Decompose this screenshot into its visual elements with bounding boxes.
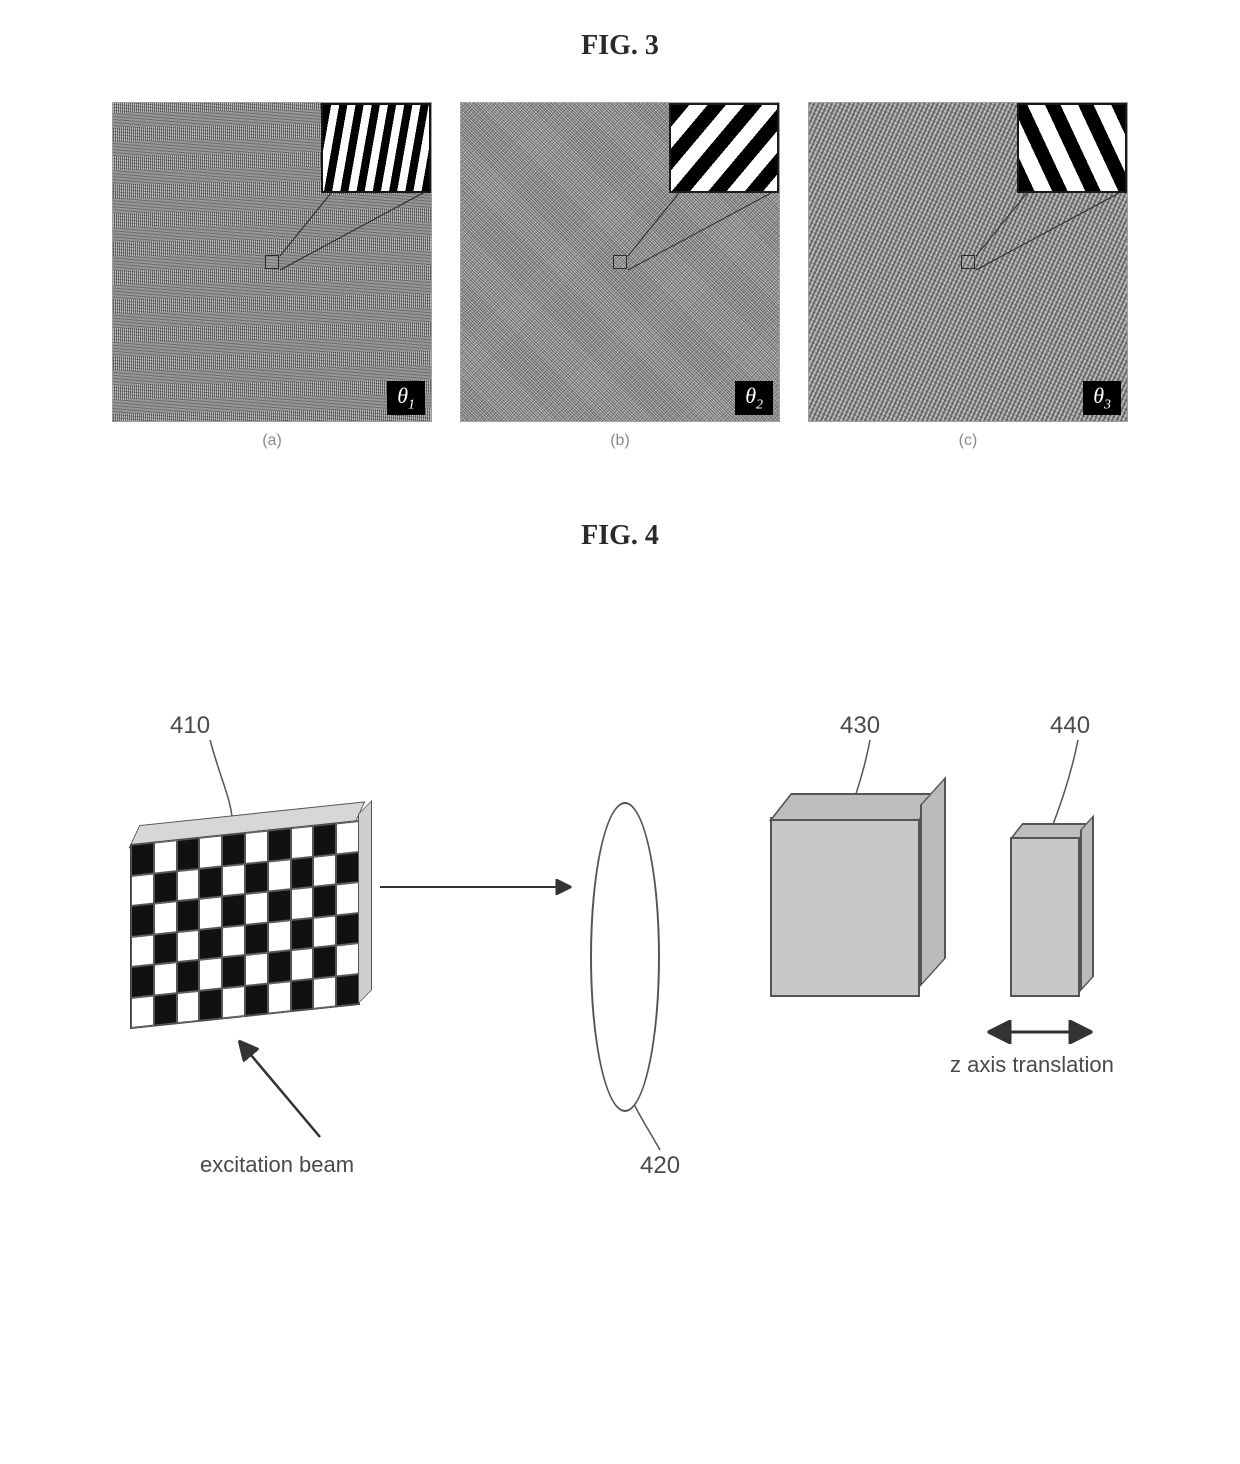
fig3-center-marker-b <box>613 255 627 269</box>
block-430-front <box>770 817 920 997</box>
fig3-panel-a: θ1 (a) <box>112 102 432 450</box>
fig3-panels-row: θ1 (a) θ2 (b) θ3 (c) <box>0 102 1240 450</box>
block-440-front <box>1010 837 1080 997</box>
fig3-panel-c: θ3 (c) <box>808 102 1128 450</box>
fig3-title: FIG. 3 <box>0 30 1240 62</box>
fig3-inset-b <box>669 103 779 193</box>
fig3-subcaption-b: (b) <box>610 432 630 450</box>
fig3-subcaption-a: (a) <box>262 432 282 450</box>
block-440 <box>1010 837 1080 997</box>
block-430-top <box>769 793 941 821</box>
fig3-inset-c <box>1017 103 1127 193</box>
theta-badge-b: θ2 <box>735 381 773 415</box>
excitation-arrow <box>240 1042 320 1137</box>
block-430 <box>770 817 920 997</box>
fig4-title: FIG. 4 <box>0 520 1240 552</box>
theta-badge-a: θ1 <box>387 381 425 415</box>
fig3-center-marker-a <box>265 255 279 269</box>
fig3-pattern-b: θ2 <box>460 102 780 422</box>
fig3-subcaption-c: (c) <box>959 432 978 450</box>
fig3-panel-b: θ2 (b) <box>460 102 780 450</box>
block-440-side <box>1080 814 1094 992</box>
fig3-pattern-c: θ3 <box>808 102 1128 422</box>
fig3-pattern-a: θ1 <box>112 102 432 422</box>
fig3-center-marker-c <box>961 255 975 269</box>
fig3-inset-a <box>321 103 431 193</box>
block-430-side <box>920 776 946 987</box>
fig4-diagram: 410 430 440 420 excitation beam z axis t… <box>70 592 1170 1212</box>
theta-badge-c: θ3 <box>1083 381 1121 415</box>
lens <box>590 802 660 1112</box>
